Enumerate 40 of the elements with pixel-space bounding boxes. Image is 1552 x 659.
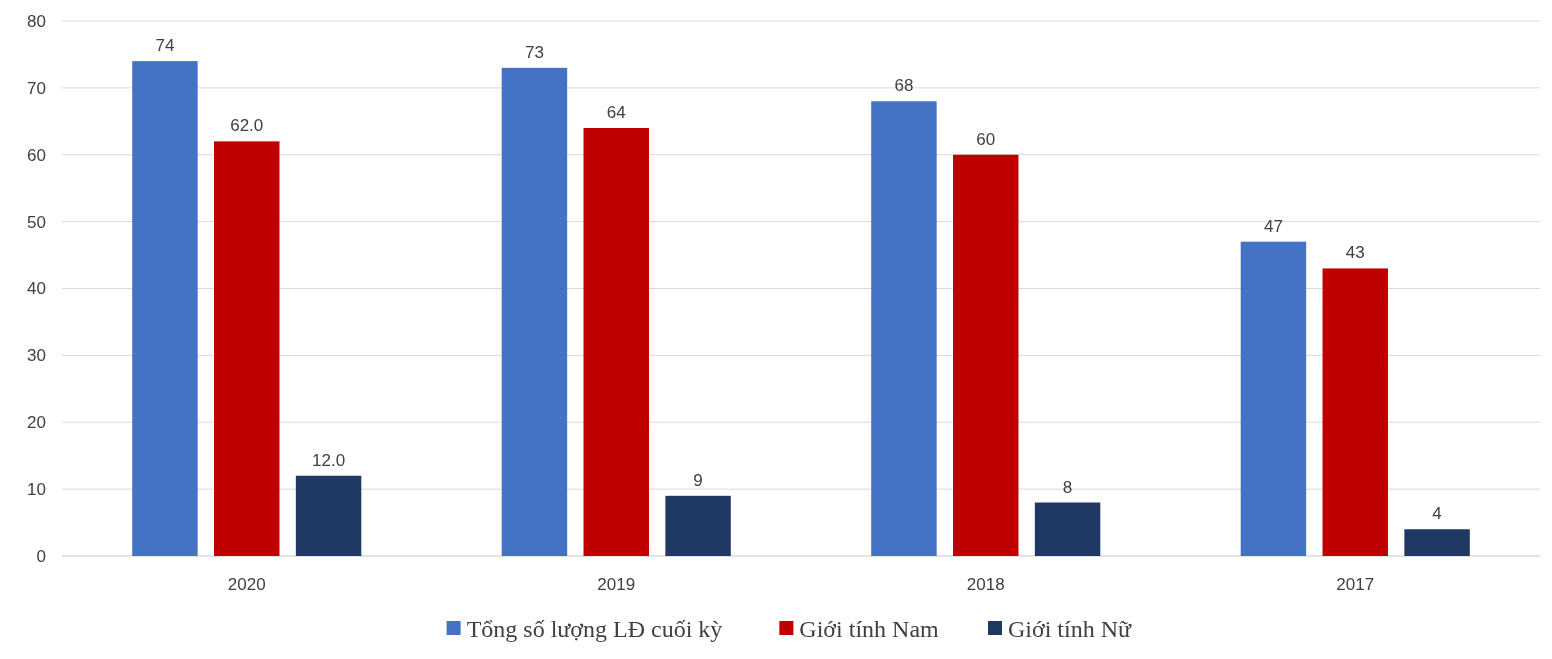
data-label: 8	[1062, 477, 1073, 497]
x-tick-label: 2018	[966, 575, 1005, 594]
data-label: 47	[1263, 216, 1283, 236]
bar	[501, 67, 568, 556]
y-tick-label: 30	[27, 346, 46, 366]
data-label: 73	[524, 42, 544, 62]
data-label: 62.0	[230, 116, 264, 136]
y-tick-label: 10	[27, 480, 46, 500]
data-label: 64	[606, 103, 626, 122]
legend-label: Tổng số lượng LĐ cuối kỳ	[466, 616, 723, 642]
y-tick-label: 40	[27, 279, 46, 299]
bar	[953, 154, 1019, 556]
bar	[1240, 241, 1307, 556]
data-label: 60	[976, 129, 996, 149]
y-tick-label: 70	[27, 78, 46, 98]
y-tick-label: 0	[36, 546, 46, 566]
x-tick-label: 2019	[597, 575, 636, 594]
data-label: 12.0	[312, 450, 346, 470]
data-label: 4	[1432, 504, 1442, 524]
bar	[132, 61, 198, 556]
data-label: 68	[894, 76, 914, 96]
bar	[665, 495, 731, 556]
bar	[295, 475, 362, 556]
y-tick-label: 60	[27, 145, 46, 165]
legend-label: Giới tính Nữ	[1008, 616, 1133, 642]
bar	[214, 141, 280, 556]
y-tick-label: 20	[27, 413, 46, 433]
legend-label: Giới tính Nam	[799, 616, 940, 642]
bar	[1404, 529, 1470, 556]
data-label: 43	[1345, 243, 1365, 263]
bar	[1322, 268, 1388, 556]
x-tick-label: 2020	[227, 575, 266, 594]
y-tick-label: 50	[27, 212, 46, 232]
bar	[871, 101, 937, 556]
data-label: 9	[693, 470, 703, 490]
bar	[583, 128, 649, 556]
data-label: 74	[155, 36, 175, 56]
y-tick-label: 80	[27, 11, 46, 31]
bar	[1034, 502, 1101, 556]
x-tick-label: 2017	[1336, 575, 1375, 594]
